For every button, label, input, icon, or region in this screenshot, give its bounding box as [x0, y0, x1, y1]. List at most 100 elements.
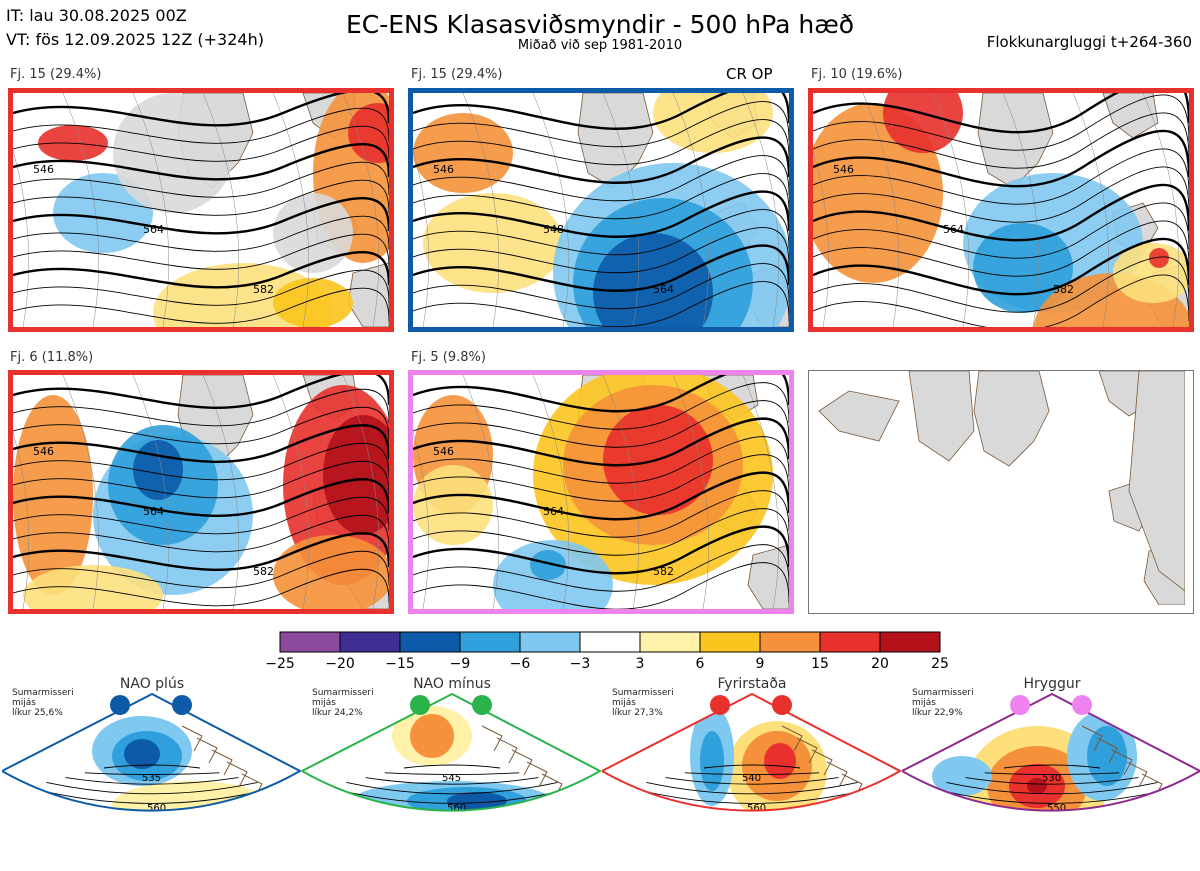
- height-contour: [13, 107, 389, 144]
- regime-marker-dot: [172, 695, 192, 715]
- regime-marker-dot: [710, 695, 730, 715]
- cluster-map-2: 546548564582: [408, 88, 794, 332]
- colorbar-segment: [639, 631, 701, 653]
- regime-anomaly-shading: [932, 756, 992, 796]
- height-contour: [813, 237, 1189, 296]
- regime-description: Sumarmisseri mijás líkur 22,9%: [912, 688, 982, 718]
- anomaly-shading: [273, 193, 353, 273]
- height-contour: [413, 281, 789, 327]
- colorbar-tick-label: −9: [449, 656, 471, 672]
- height-contour: [413, 136, 789, 184]
- height-contour: [413, 525, 789, 575]
- height-contour: [13, 161, 389, 198]
- anomaly-shading: [413, 465, 493, 545]
- height-contour: [13, 143, 389, 181]
- regime-marker-dot: [1010, 695, 1030, 715]
- regime-coastline: [496, 737, 518, 764]
- regime-coastline: [811, 749, 833, 776]
- cluster-map-1: 546 564 582: [8, 88, 394, 332]
- regime-marker-dot: [410, 695, 430, 715]
- regime-coastline: [196, 737, 218, 764]
- anomaly-shading: [413, 113, 513, 193]
- map-canvas-2: 546548564582: [413, 93, 789, 327]
- height-contour: [13, 460, 389, 499]
- map-canvas-1: 546 564 582: [13, 93, 389, 327]
- regime-fan: 530 550 575: [902, 692, 1200, 812]
- contour-label: 564: [653, 283, 674, 296]
- height-contour: [413, 93, 789, 130]
- land-mask: [747, 544, 789, 609]
- regime-marker-dot: [1072, 695, 1092, 715]
- height-contour: [413, 400, 789, 448]
- regime-height-contour: [946, 781, 1158, 795]
- height-contour: [13, 93, 389, 127]
- anomaly-shading: [323, 415, 389, 535]
- colorbar-tick-label: 25: [931, 656, 949, 672]
- regime-description: Sumarmisseri mijás líkur 25,6%: [12, 688, 82, 718]
- colorbar-segment: [759, 631, 821, 653]
- map-canvas-6: [818, 371, 1185, 605]
- regime-contour-label: 575: [752, 833, 771, 844]
- graticule-line: [132, 93, 169, 327]
- graticule-line: [462, 93, 499, 327]
- height-contour: [813, 166, 1189, 223]
- colorbar-segment: [519, 631, 581, 653]
- regime-anomaly-shading: [410, 714, 454, 758]
- anomaly-shading: [273, 535, 389, 609]
- panel-label-5: Fj. 5 (9.8%): [411, 350, 486, 365]
- regime-coastline: [1096, 737, 1118, 764]
- regime-fan: 545 560 575: [302, 692, 602, 812]
- regime-height-contour: [684, 772, 820, 776]
- graticule-line: [13, 149, 29, 327]
- land-mask: [347, 262, 389, 327]
- contour-label: 546: [33, 163, 54, 176]
- regime-height-contour: [103, 764, 201, 769]
- regime-height-contour: [927, 786, 1177, 804]
- regime-contour-label: 560: [747, 803, 766, 814]
- regime-contour-label: 560: [147, 803, 166, 814]
- regime-coastline: [1126, 761, 1148, 788]
- contour-label: 564: [943, 223, 964, 236]
- land-mask: [818, 371, 1185, 592]
- height-contour: [813, 183, 1189, 242]
- colorbar-segment: [399, 631, 461, 653]
- regime-coastline: [226, 761, 248, 788]
- regime-coastline: [1081, 725, 1103, 752]
- regime-contour-label: 540: [742, 773, 761, 784]
- regime-likelihood: líkur 27,3%: [612, 708, 663, 718]
- regime-likelihood: líkur 24,2%: [312, 708, 363, 718]
- height-contour: [13, 406, 389, 445]
- regime-coastline: [526, 761, 548, 788]
- cluster-map-5: 546 564 582: [408, 370, 794, 614]
- regime-height-contour: [46, 781, 258, 795]
- control-run-operational-marker: CR OP: [726, 65, 773, 83]
- colorbar-tick-label: −15: [385, 656, 415, 672]
- map-canvas-5: 546 564 582: [413, 375, 789, 609]
- contour-label: 582: [653, 565, 674, 578]
- contour-label: 564: [543, 505, 564, 518]
- height-contour: [413, 244, 789, 292]
- cluster-map-4: 546 564 582: [8, 370, 394, 614]
- graticule-line: [132, 375, 169, 609]
- height-contour: [413, 101, 789, 148]
- colorbar-segment: [699, 631, 761, 653]
- height-contour: [13, 424, 389, 463]
- regime-anomaly-shading: [1027, 778, 1047, 794]
- regime-height-contour: [965, 777, 1139, 785]
- height-contour: [413, 263, 789, 310]
- regime-height-contour: [665, 777, 839, 785]
- contour-label: 546: [433, 445, 454, 458]
- regime-height-contour: [365, 777, 539, 785]
- contour-label: 564: [143, 505, 164, 518]
- panel-label-4: Fj. 6 (11.8%): [10, 350, 94, 365]
- regime-marker-dot: [772, 695, 792, 715]
- graticule-line: [532, 93, 569, 327]
- graticule-line: [602, 93, 639, 327]
- regime-height-contour: [384, 772, 520, 776]
- height-contour: [13, 197, 389, 235]
- initial-time: IT: lau 30.08.2025 00Z: [6, 6, 187, 25]
- graticule-line: [532, 375, 569, 609]
- anomaly-shading: [53, 173, 153, 253]
- colorbar-tick-label: −25: [265, 656, 295, 672]
- anomaly-shading: [273, 278, 353, 327]
